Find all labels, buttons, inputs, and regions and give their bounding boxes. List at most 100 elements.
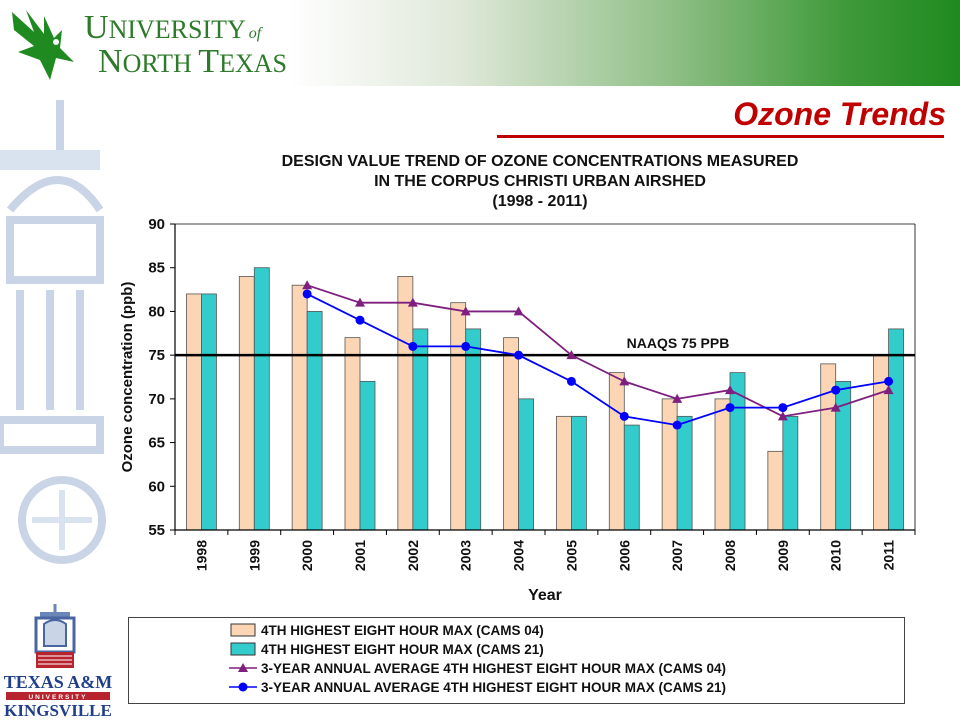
- marker-cams21-2003: [461, 341, 471, 351]
- x-tick-label: 2011: [881, 540, 897, 571]
- wordmark-cap-u: U: [84, 9, 109, 46]
- legend-label: 3-YEAR ANNUAL AVERAGE 4TH HIGHEST EIGHT …: [261, 661, 727, 676]
- y-axis-title: Ozone concentration (ppb): [119, 282, 136, 473]
- marker-cams04-2002: [407, 297, 418, 307]
- bar-cams21-2004: [518, 398, 534, 531]
- marker-cams21-2001: [355, 315, 365, 325]
- tamuk-logo: TEXAS A&M UNIVERSITY KINGSVILLE: [4, 604, 113, 720]
- bar-cams04-2004: [503, 337, 519, 531]
- y-tick-label: 65: [148, 435, 165, 452]
- marker-cams21-2007: [672, 420, 682, 430]
- marker-cams04-2004: [513, 306, 524, 316]
- legend-swatch-triangle-icon: [229, 663, 257, 672]
- tamuk-line-2: UNIVERSITY: [28, 694, 87, 701]
- bar-cams04-2006: [608, 372, 625, 531]
- marker-cams21-2008: [725, 403, 735, 413]
- bar-cams04-2000: [291, 284, 308, 531]
- wordmark-cap-n: N: [98, 43, 123, 78]
- legend-label: 4TH HIGHEST EIGHT HOUR MAX (CAMS 04): [261, 623, 544, 638]
- y-tick-label: 55: [148, 522, 165, 539]
- bar-cams21-1998: [201, 293, 217, 531]
- marker-cams04-2006: [619, 376, 630, 386]
- bar-cams21-2009: [782, 415, 799, 531]
- marker-cams04-2008: [725, 385, 735, 395]
- bar-cams04-1998: [186, 293, 202, 531]
- bar-cams04-2005: [556, 415, 572, 531]
- tamuk-line-3: KINGSVILLE: [4, 701, 112, 720]
- line-series-3: [306, 293, 889, 427]
- chart-title: DESIGN VALUE TREND OF OZONE CONCENTRATIO…: [180, 152, 900, 212]
- x-tick-label: 2002: [405, 540, 421, 571]
- marker-cams04-2003: [460, 306, 471, 316]
- x-tick-label: 1999: [246, 540, 262, 571]
- bar-cams21-1999: [253, 267, 270, 531]
- wordmark-cap-t: T: [198, 43, 219, 78]
- x-tick-label: 2007: [669, 540, 685, 571]
- marker-cams21-2000: [302, 289, 312, 299]
- building-watermark: [0, 100, 106, 564]
- bar-cams04-1999: [238, 276, 255, 531]
- x-tick-label: 2003: [458, 540, 474, 571]
- wordmark-of: of: [249, 25, 264, 42]
- x-tick-label: 2010: [828, 540, 844, 571]
- bar-cams04-2009: [767, 450, 784, 531]
- eagle-logo-icon: [12, 10, 74, 80]
- marker-cams04-2007: [672, 393, 683, 403]
- bar-cams21-2006: [623, 424, 640, 531]
- chart-title-line-3: (1998 - 2011): [492, 193, 588, 210]
- y-tick-label: 70: [148, 391, 165, 408]
- bar-cams04-2008: [714, 398, 731, 531]
- line-series-2: [306, 284, 889, 418]
- legend-swatch-bar-cams21: [230, 642, 256, 656]
- marker-cams04-2009: [777, 411, 788, 421]
- legend-label: 3-YEAR ANNUAL AVERAGE 4TH HIGHEST EIGHT …: [261, 680, 727, 695]
- chart-legend: 4TH HIGHEST EIGHT HOUR MAX (CAMS 04) 4TH…: [128, 617, 905, 704]
- marker-cams04-2000: [302, 280, 313, 290]
- bar-cams21-2011: [888, 328, 904, 531]
- marker-cams04-2011: [883, 385, 894, 395]
- ozone-chart: 55 60 65 70 75 80 85 90 1998 1999 2000 2001 2002 2003…: [119, 216, 916, 604]
- title-underline: [497, 135, 944, 138]
- x-tick-label: 2008: [722, 540, 738, 571]
- bar-cams21-2007: [676, 415, 693, 531]
- x-tick-label: 2006: [616, 540, 632, 571]
- chart-title-line-2: IN THE CORPUS CHRISTI URBAN AIRSHED: [374, 173, 706, 190]
- bar-cams21-2000: [306, 311, 323, 531]
- marker-cams04-2005: [566, 350, 577, 360]
- wordmark-exas: EXAS: [219, 49, 287, 78]
- x-axis-title: Year: [528, 587, 562, 604]
- marker-cams04-2010: [830, 402, 841, 412]
- bar-cams04-2001: [344, 337, 361, 531]
- y-tick-label: 90: [148, 216, 165, 233]
- bar-cams21-2005: [571, 415, 587, 531]
- x-tick-label: 1998: [193, 540, 209, 571]
- bar-cams21-2002: [412, 328, 429, 531]
- x-tick-label: 2009: [775, 540, 791, 571]
- tamuk-line-1: TEXAS A&M: [4, 672, 113, 692]
- marker-cams21-2010: [831, 385, 841, 395]
- x-tick-label: 2005: [563, 540, 579, 571]
- legend-swatch-circle-icon: [229, 682, 257, 692]
- y-tick-label: 75: [148, 347, 165, 364]
- bar-cams04-2002: [397, 276, 414, 531]
- x-tick-label: 2004: [511, 540, 527, 571]
- marker-cams21-2005: [566, 376, 576, 386]
- legend-swatch-bar-cams04: [230, 623, 256, 637]
- wordmark-university: NIVERSITY: [109, 15, 246, 44]
- bar-cams21-2003: [465, 328, 482, 531]
- marker-cams21-2006: [619, 411, 629, 421]
- y-tick-label: 60: [148, 478, 165, 495]
- bar-cams04-2003: [450, 302, 467, 531]
- marker-cams21-2011: [884, 376, 894, 386]
- naaqs-label: NAAQS 75 PPB: [627, 335, 730, 351]
- chart-title-line-1: DESIGN VALUE TREND OF OZONE CONCENTRATIO…: [281, 153, 799, 170]
- x-tick-label: 2000: [299, 540, 315, 571]
- tamuk-tower-icon: [34, 604, 76, 668]
- marker-cams21-2004: [514, 350, 524, 360]
- y-tick-label: 85: [148, 260, 165, 277]
- y-tick-label: 80: [148, 303, 165, 320]
- marker-cams21-2002: [408, 341, 418, 351]
- header-banner: [0, 0, 960, 86]
- bar-cams21-2001: [359, 380, 376, 531]
